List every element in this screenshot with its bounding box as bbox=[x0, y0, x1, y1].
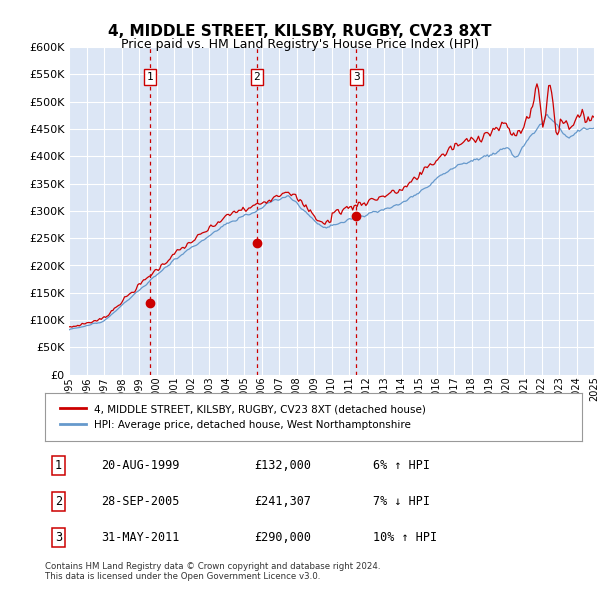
Text: 2: 2 bbox=[254, 72, 260, 82]
Text: 7% ↓ HPI: 7% ↓ HPI bbox=[373, 495, 430, 508]
Text: Price paid vs. HM Land Registry's House Price Index (HPI): Price paid vs. HM Land Registry's House … bbox=[121, 38, 479, 51]
Text: 10% ↑ HPI: 10% ↑ HPI bbox=[373, 531, 437, 544]
Text: 31-MAY-2011: 31-MAY-2011 bbox=[101, 531, 180, 544]
Text: £132,000: £132,000 bbox=[254, 459, 311, 472]
Text: 28-SEP-2005: 28-SEP-2005 bbox=[101, 495, 180, 508]
Text: 4, MIDDLE STREET, KILSBY, RUGBY, CV23 8XT: 4, MIDDLE STREET, KILSBY, RUGBY, CV23 8X… bbox=[108, 24, 492, 38]
Text: 6% ↑ HPI: 6% ↑ HPI bbox=[373, 459, 430, 472]
Text: £241,307: £241,307 bbox=[254, 495, 311, 508]
Text: 20-AUG-1999: 20-AUG-1999 bbox=[101, 459, 180, 472]
Text: 2: 2 bbox=[55, 495, 62, 508]
Text: 3: 3 bbox=[55, 531, 62, 544]
Text: Contains HM Land Registry data © Crown copyright and database right 2024.
This d: Contains HM Land Registry data © Crown c… bbox=[45, 562, 380, 581]
Text: £290,000: £290,000 bbox=[254, 531, 311, 544]
Text: 1: 1 bbox=[147, 72, 154, 82]
Legend: 4, MIDDLE STREET, KILSBY, RUGBY, CV23 8XT (detached house), HPI: Average price, : 4, MIDDLE STREET, KILSBY, RUGBY, CV23 8X… bbox=[56, 400, 430, 434]
Text: 3: 3 bbox=[353, 72, 360, 82]
Text: 1: 1 bbox=[55, 459, 62, 472]
